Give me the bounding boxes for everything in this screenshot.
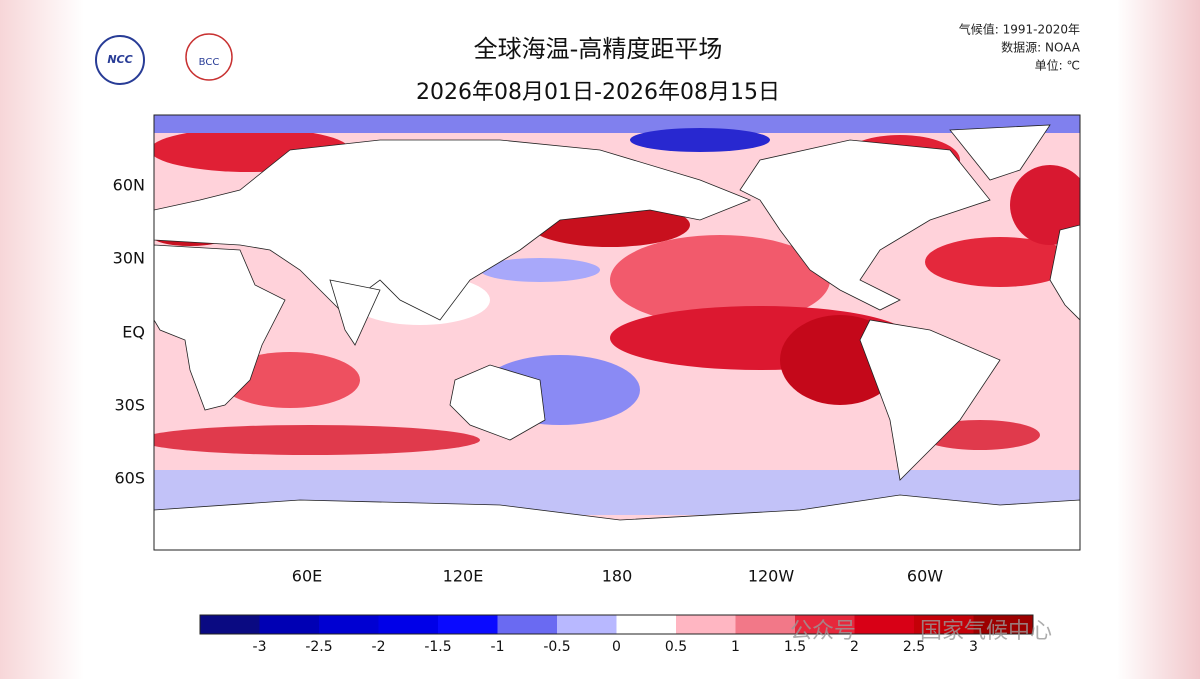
anomaly (154, 425, 480, 455)
colorbar-segment (973, 615, 1034, 634)
colorbar-tick-label: 0.5 (665, 639, 687, 655)
map-frame (153, 114, 1081, 551)
lat-label: 60S (114, 469, 145, 488)
map (154, 115, 1080, 550)
colorbar-segment (438, 615, 498, 634)
anomaly (610, 235, 830, 325)
note: 单位: ℃ (1035, 58, 1080, 73)
colorbar-segment (497, 615, 558, 634)
lat-label: 30S (114, 396, 145, 415)
colorbar-tick-label: -3 (253, 639, 267, 655)
ncc-logo (95, 35, 145, 85)
anomaly (154, 115, 1080, 133)
colorbar-segment (200, 615, 260, 634)
colorbar-segment (259, 615, 320, 634)
lat-label: 60N (113, 176, 145, 195)
anomaly (1010, 165, 1080, 245)
lon-label: 60W (907, 567, 943, 586)
colorbar-tick-label: -1 (491, 639, 505, 655)
lon-label: 120E (443, 567, 484, 586)
colorbar-tick-label: 3 (969, 639, 978, 655)
colorbar-tick-label: -2 (372, 639, 386, 655)
anomaly (630, 128, 770, 152)
note: 气候值: 1991-2020年 (959, 22, 1080, 37)
colorbar-segment (319, 615, 379, 634)
lon-label: 180 (602, 567, 633, 586)
watermark: 国家气候中心 (920, 619, 1052, 644)
colorbar-segment (378, 615, 439, 634)
colorbar-segment (616, 615, 677, 634)
watermark: 公众号 (790, 619, 856, 644)
lat-label: 30N (113, 249, 145, 268)
anomaly (480, 258, 600, 282)
lat-label: EQ (122, 323, 145, 342)
logo-text: NCC (107, 53, 132, 66)
lon-label: 60E (292, 567, 322, 586)
colorbar-segment (795, 615, 855, 634)
colorbar-tick-label: 2.5 (903, 639, 925, 655)
colorbar-tick-label: -1.5 (424, 639, 451, 655)
lon-label: 120W (748, 567, 795, 586)
colorbar-segment (735, 615, 796, 634)
colorbar-tick-label: -2.5 (305, 639, 332, 655)
colorbar-segment (676, 615, 736, 634)
note: 数据源: NOAA (1001, 40, 1081, 55)
anomaly (925, 237, 1075, 287)
colorbar-segment (854, 615, 915, 634)
colorbar-tick-label: 2 (850, 639, 859, 655)
bcc-logo (185, 33, 233, 81)
colorbar-frame (199, 614, 1034, 635)
colorbar-segment (914, 615, 974, 634)
colorbar-tick-label: 0 (612, 639, 621, 655)
colorbar-tick-label: 1.5 (784, 639, 806, 655)
colorbar-tick-label: 1 (731, 639, 740, 655)
colorbar: -3 -2.5 -2 -1.5 -1 -0.5 0 0.5 1 1.5 2 2.5 3 (199, 614, 1034, 655)
colorbar-segment (557, 615, 617, 634)
land (154, 124, 1080, 550)
colorbar-tick-label: -0.5 (543, 639, 570, 655)
subtitle: 2026年08月01日-2026年08月15日 (416, 80, 780, 105)
title: 全球海温-高精度距平场 (474, 35, 723, 63)
logo-text: BCC (199, 57, 220, 68)
